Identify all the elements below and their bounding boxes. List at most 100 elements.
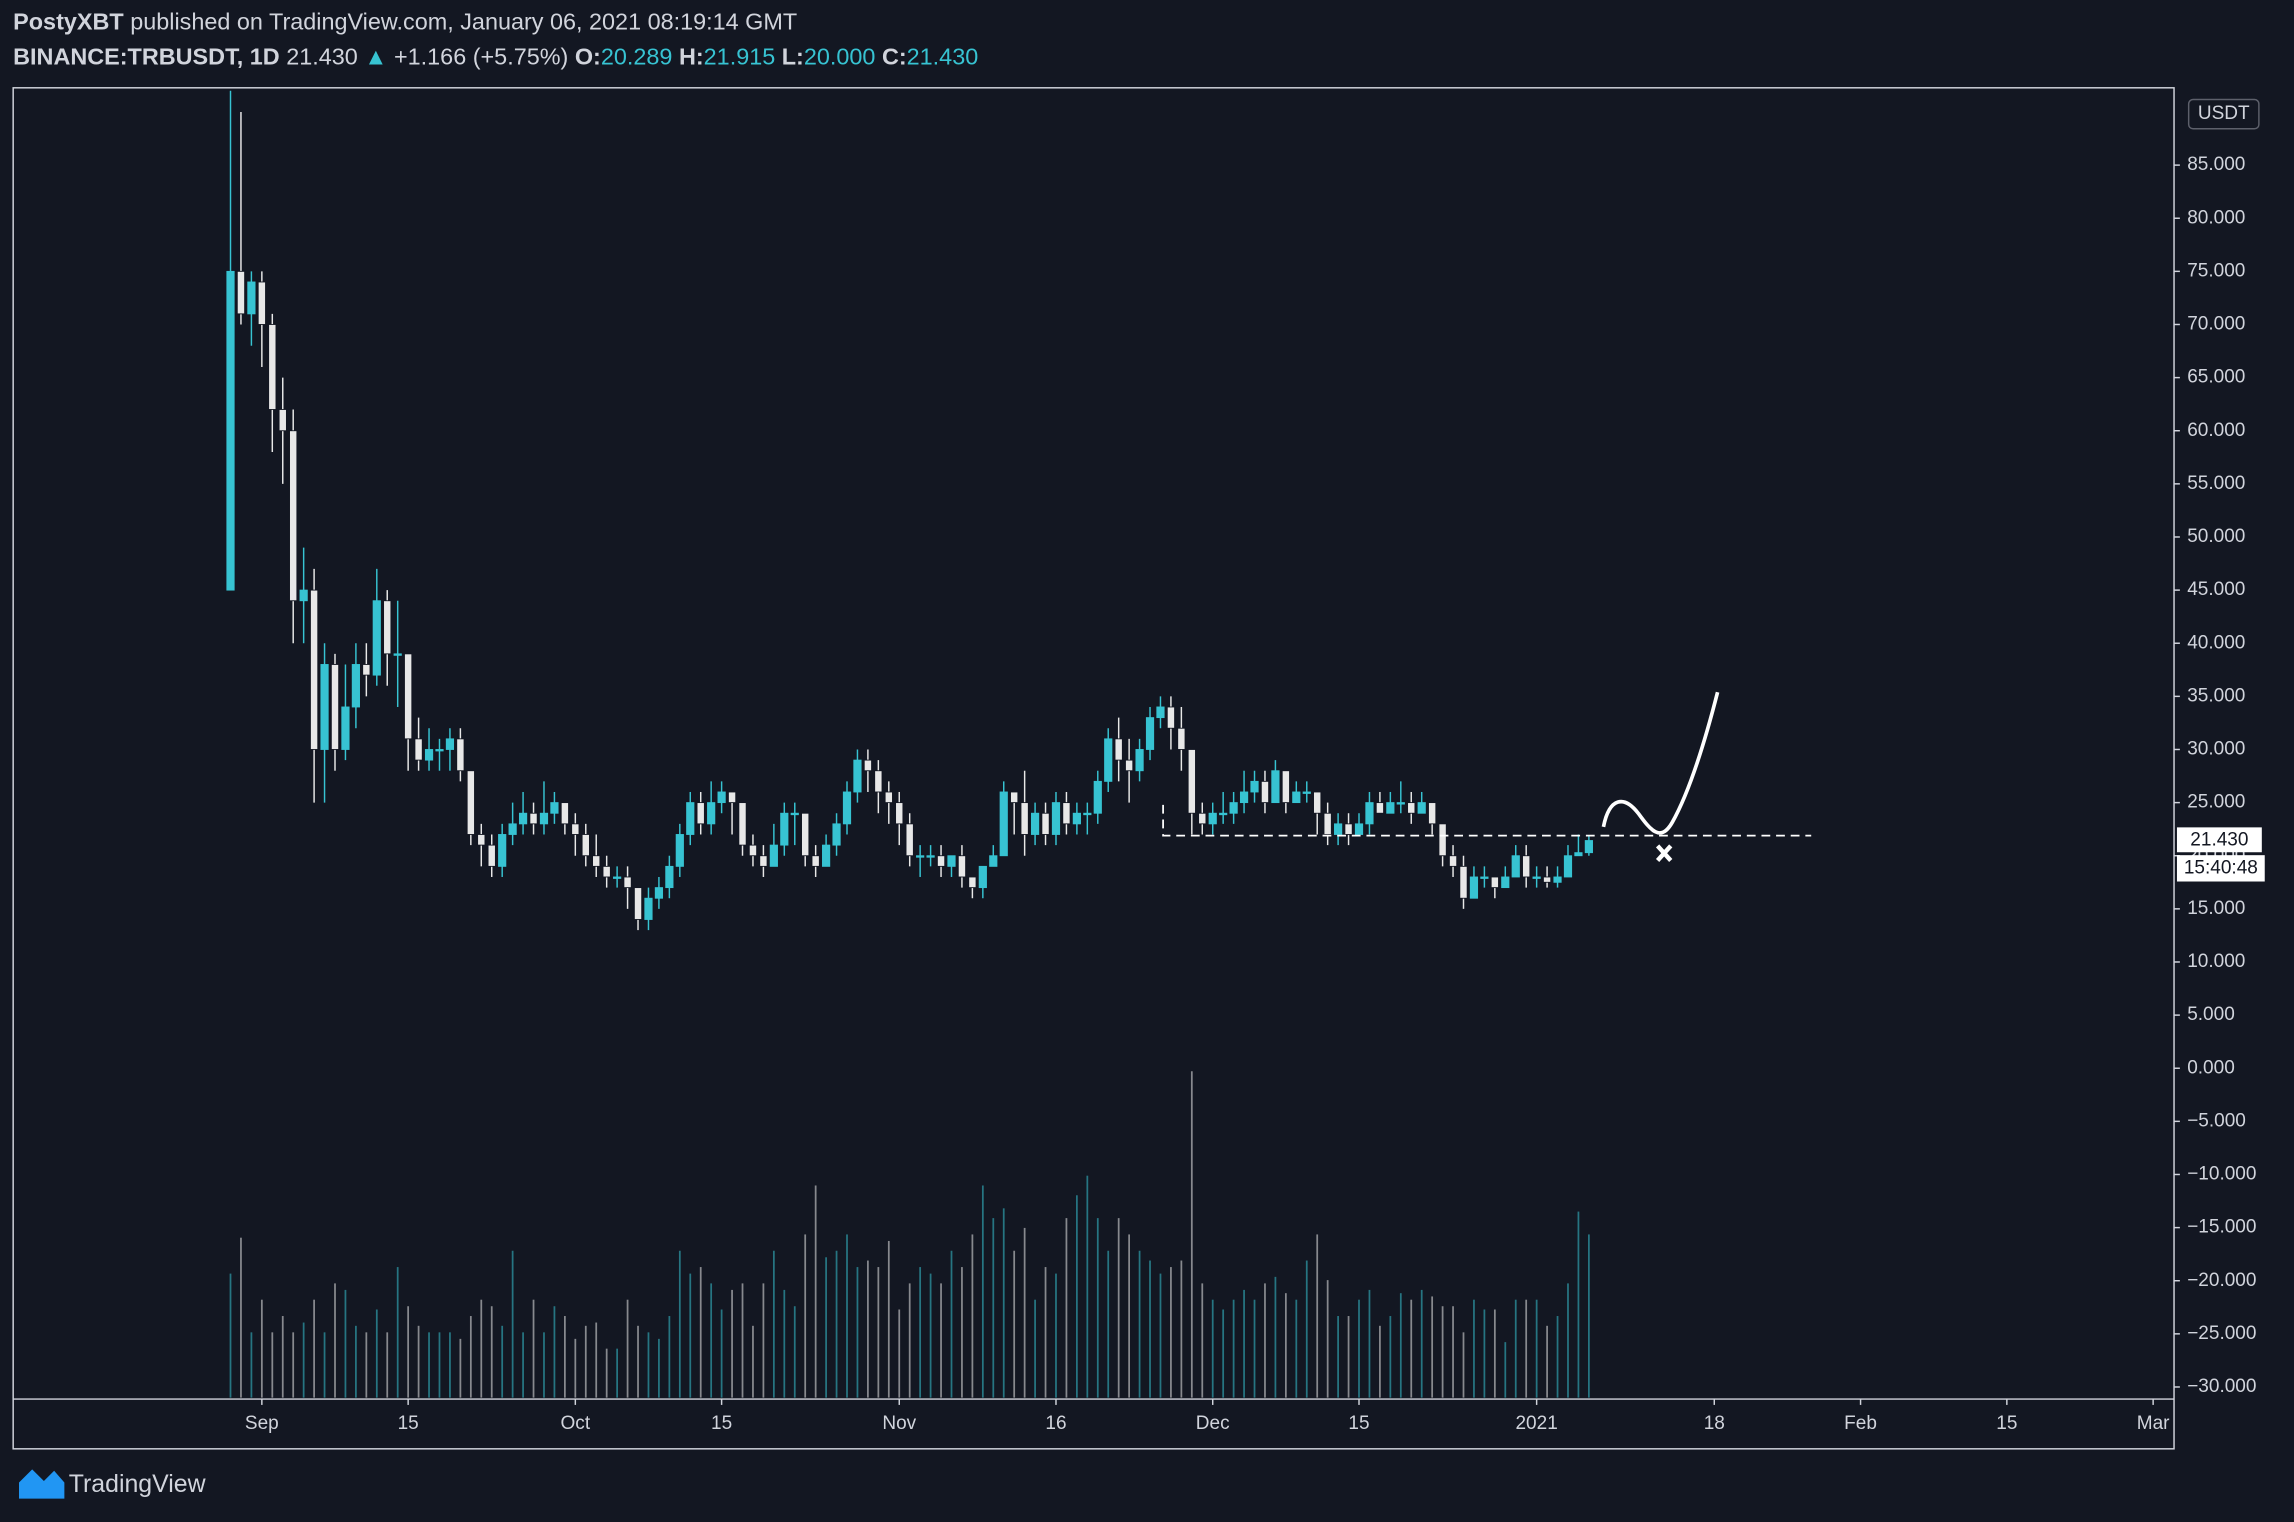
volume-bar [1096, 1218, 1099, 1398]
candle-body [1250, 780, 1259, 793]
last: 21.430 [286, 44, 358, 70]
symbol: BINANCE:TRBUSDT, 1D [13, 44, 280, 70]
candle-body [1354, 823, 1364, 835]
candle-body [362, 664, 371, 676]
candle-body [1501, 876, 1510, 889]
volume-bar [375, 1309, 378, 1398]
candle-body [623, 876, 632, 889]
candle-body [1469, 876, 1479, 899]
y-tick-label: 25.000 [2187, 792, 2245, 813]
volume-bar [1567, 1283, 1569, 1398]
volume-bar [1431, 1296, 1434, 1398]
candle-body [351, 664, 360, 708]
drawings [1162, 691, 1812, 862]
x-tick-label: 16 [1045, 1413, 1066, 1434]
volume-bar [804, 1234, 807, 1398]
volume-bar [877, 1267, 880, 1398]
candle-body [1292, 791, 1301, 804]
y-tick-label: −25.000 [2187, 1323, 2256, 1344]
candle-body [1563, 855, 1573, 878]
candle-body [278, 409, 287, 432]
candle-body [1104, 738, 1113, 782]
volume-bar [961, 1267, 963, 1398]
candle-body [936, 855, 946, 867]
candle-body [999, 791, 1008, 857]
volume-bar [867, 1260, 869, 1398]
volume-bar [1264, 1283, 1266, 1398]
candle-body [895, 802, 904, 825]
volume-bar [1588, 1234, 1590, 1398]
y-tick-label: 85.000 [2187, 154, 2245, 175]
candle-body [404, 653, 413, 740]
candle-body [1187, 749, 1196, 814]
candle-body [905, 823, 914, 857]
volume-bar [365, 1332, 368, 1398]
volume-bar [396, 1267, 399, 1398]
price-label: 21.430 [2190, 830, 2248, 851]
candle-body [780, 812, 789, 846]
volume-bar [1149, 1260, 1151, 1398]
volume-bar [1180, 1260, 1183, 1398]
candle-body [727, 791, 737, 804]
candle-body [560, 802, 569, 825]
volume-bar [1546, 1325, 1548, 1398]
candle-body [644, 897, 653, 920]
candle-body [581, 834, 590, 857]
published: published on TradingView.com, January 06… [130, 9, 797, 35]
o-label: O: [575, 44, 601, 70]
x-tick-label: 15 [1348, 1413, 1369, 1434]
volume-bar [250, 1332, 253, 1398]
l-label: L: [782, 44, 804, 70]
candle-body [811, 855, 820, 867]
volume-bar [1452, 1306, 1454, 1398]
candle-body [686, 802, 695, 835]
candle-body [393, 653, 402, 656]
candle-body [1428, 802, 1437, 825]
candle-body [550, 802, 559, 814]
y-tick-label: 50.000 [2187, 526, 2245, 547]
volume-bar [898, 1309, 901, 1398]
candle-body [592, 855, 601, 867]
candle-body [372, 600, 381, 676]
volume-bar [647, 1332, 650, 1398]
h-label: H: [679, 44, 704, 70]
candle-body [487, 844, 496, 867]
y-tick-label: 30.000 [2187, 739, 2245, 760]
y-tick-label: 45.000 [2187, 579, 2245, 600]
volume-bar [814, 1185, 817, 1398]
volume-bar [1337, 1316, 1339, 1398]
volume-bar [313, 1299, 315, 1398]
volume-bar [1253, 1299, 1256, 1398]
volume-bar [323, 1332, 326, 1398]
candle-body [717, 791, 726, 804]
volume-bar [605, 1348, 608, 1398]
volume-bar [1274, 1276, 1277, 1398]
candle-body [1334, 823, 1343, 835]
candle-body [916, 855, 925, 858]
volume-bar [1013, 1250, 1016, 1398]
volume-bar [1138, 1250, 1141, 1398]
candle-body [822, 844, 831, 867]
volume-bar [302, 1322, 305, 1398]
x-tick-label: Nov [882, 1413, 916, 1434]
candle-body [1448, 855, 1458, 867]
volume-bar [699, 1267, 702, 1398]
candle-body [508, 823, 517, 835]
volume-bar [1504, 1342, 1507, 1398]
volume-bar [501, 1325, 504, 1398]
volume-bar [1305, 1260, 1308, 1398]
candle-body [832, 823, 841, 846]
candle-body [633, 887, 643, 920]
candle-body [1323, 812, 1332, 835]
volume-bar [1065, 1218, 1068, 1398]
x-tick-label: 15 [1996, 1413, 2017, 1434]
volume-bar [344, 1289, 347, 1398]
candle-body [989, 855, 998, 867]
candle-body [1281, 770, 1290, 804]
volume-bar [1316, 1234, 1319, 1398]
publisher: PostyXBT [13, 9, 124, 35]
candle-body [466, 770, 475, 835]
volume-bar [731, 1289, 733, 1398]
volume-bar [522, 1332, 524, 1398]
volume-bar [1201, 1283, 1204, 1398]
